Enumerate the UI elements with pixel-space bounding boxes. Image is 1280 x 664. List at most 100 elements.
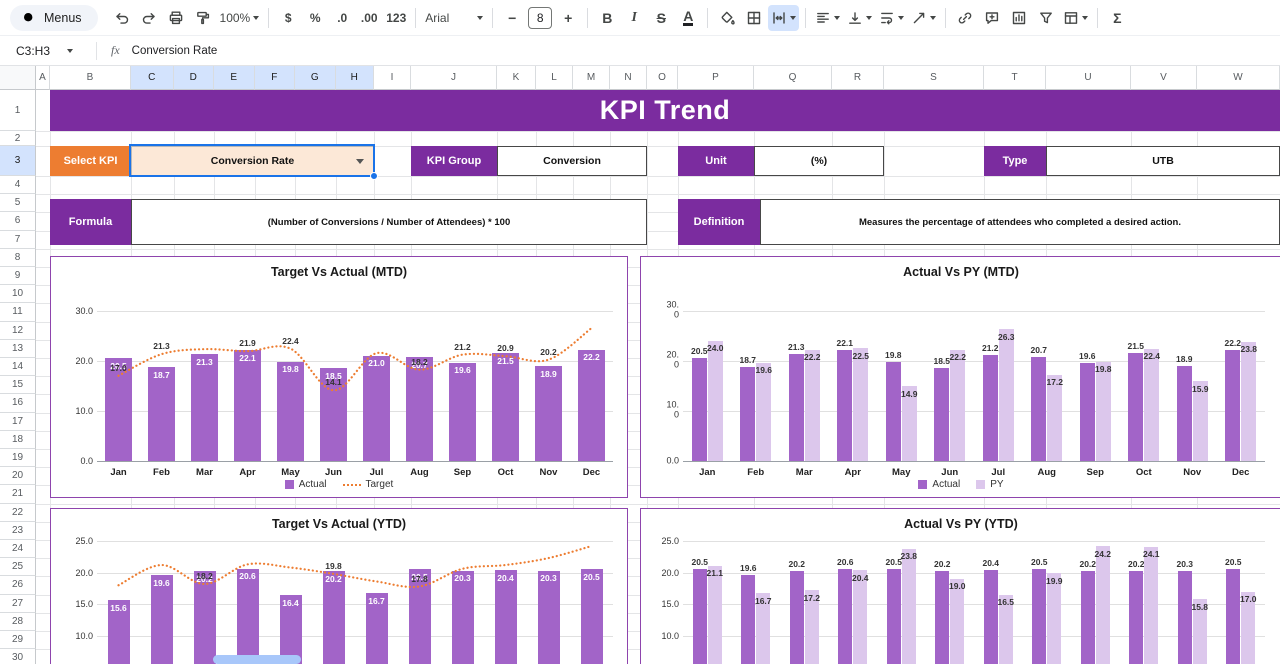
fill-handle[interactable]: [370, 172, 378, 180]
column-header-Q[interactable]: Q: [754, 66, 832, 90]
row-header-9[interactable]: 9: [0, 267, 36, 286]
formula-label-cell[interactable]: Formula: [50, 199, 131, 245]
row-header-18[interactable]: 18: [0, 430, 36, 449]
insert-comment-button[interactable]: [979, 5, 1005, 31]
row-header-21[interactable]: 21: [0, 485, 36, 504]
row-header-11[interactable]: 11: [0, 303, 36, 322]
row-header-19[interactable]: 19: [0, 449, 36, 468]
row-header-10[interactable]: 10: [0, 285, 36, 304]
kpi-group-label-cell[interactable]: KPI Group: [411, 146, 497, 176]
column-header-S[interactable]: S: [884, 66, 984, 90]
row-header-24[interactable]: 24: [0, 540, 36, 559]
kpi-dropdown[interactable]: Conversion Rate: [131, 146, 374, 176]
undo-button[interactable]: [109, 5, 135, 31]
column-header-G[interactable]: G: [295, 66, 336, 90]
strikethrough-button[interactable]: S: [648, 5, 674, 31]
formula-value-cell[interactable]: (Number of Conversions / Number of Atten…: [131, 199, 647, 245]
text-rotation-button[interactable]: [908, 5, 939, 31]
create-filter-button[interactable]: [1033, 5, 1059, 31]
kpi-group-value-cell[interactable]: Conversion: [497, 146, 647, 176]
row-header-20[interactable]: 20: [0, 467, 36, 486]
row-header-29[interactable]: 29: [0, 631, 36, 650]
insert-chart-button[interactable]: [1006, 5, 1032, 31]
column-header-U[interactable]: U: [1046, 66, 1131, 90]
definition-value-cell[interactable]: Measures the percentage of attendees who…: [760, 199, 1280, 245]
increase-font-size-button[interactable]: +: [555, 5, 581, 31]
row-header-25[interactable]: 25: [0, 558, 36, 577]
menus-button[interactable]: Menus: [10, 4, 98, 31]
chart-target-vs-actual-ytd[interactable]: Target Vs Actual (YTD) 10.0 15.0 20.0 25.0 15…: [50, 508, 628, 664]
row-header-5[interactable]: 5: [0, 194, 36, 213]
text-color-button[interactable]: A: [675, 5, 701, 31]
font-size-input[interactable]: 8: [528, 6, 553, 29]
decrease-decimal-button[interactable]: .0: [329, 5, 355, 31]
vertical-align-button[interactable]: [844, 5, 875, 31]
chart-actual-vs-py-mtd[interactable]: Actual Vs PY (MTD) 0.0 10.0 20.0 30.0 20.5 24.…: [640, 256, 1280, 498]
format-percent-button[interactable]: %: [302, 5, 328, 31]
increase-decimal-button[interactable]: .00: [356, 5, 382, 31]
row-header-27[interactable]: 27: [0, 594, 36, 613]
table-views-button[interactable]: [1060, 5, 1091, 31]
select-all-corner[interactable]: [0, 66, 36, 90]
redo-button[interactable]: [136, 5, 162, 31]
formula-input[interactable]: Conversion Rate: [131, 44, 218, 57]
dropdown-caret-icon[interactable]: [356, 159, 364, 164]
column-header-B[interactable]: B: [50, 66, 131, 90]
horizontal-align-button[interactable]: [812, 5, 843, 31]
banner-cell[interactable]: KPI Trend: [50, 90, 1280, 131]
column-header-M[interactable]: M: [573, 66, 610, 90]
chart-target-vs-actual-mtd[interactable]: Target Vs Actual (MTD) 0.0 10.0 20.0 30.0 20.…: [50, 256, 628, 498]
unit-label-cell[interactable]: Unit: [678, 146, 754, 176]
row-header-28[interactable]: 28: [0, 612, 36, 631]
column-header-P[interactable]: P: [678, 66, 754, 90]
row-header-14[interactable]: 14: [0, 358, 36, 377]
column-header-D[interactable]: D: [173, 66, 214, 90]
scrollbar-thumb[interactable]: [213, 655, 301, 664]
column-header-A[interactable]: A: [36, 66, 50, 90]
column-header-H[interactable]: H: [335, 66, 374, 90]
italic-button[interactable]: I: [621, 5, 647, 31]
merge-cells-button[interactable]: [768, 4, 800, 31]
text-wrap-button[interactable]: [876, 5, 907, 31]
row-header-4[interactable]: 4: [0, 176, 36, 195]
column-header-K[interactable]: K: [497, 66, 536, 90]
type-value-cell[interactable]: UTB: [1046, 146, 1280, 176]
column-header-L[interactable]: L: [536, 66, 573, 90]
chart-actual-vs-py-ytd[interactable]: Actual Vs PY (YTD) 10.0 15.0 20.0 25.0 20.5 21…: [640, 508, 1280, 664]
row-header-13[interactable]: 13: [0, 339, 36, 358]
format-currency-button[interactable]: $: [275, 5, 301, 31]
column-header-R[interactable]: R: [832, 66, 884, 90]
row-header-3[interactable]: 3: [0, 146, 36, 176]
row-header-7[interactable]: 7: [0, 230, 36, 249]
column-header-F[interactable]: F: [254, 66, 295, 90]
zoom-button[interactable]: 100%: [217, 5, 263, 31]
column-header-E[interactable]: E: [214, 66, 255, 90]
definition-label-cell[interactable]: Definition: [678, 199, 760, 245]
row-header-8[interactable]: 8: [0, 248, 36, 267]
fill-color-button[interactable]: [714, 5, 740, 31]
bold-button[interactable]: B: [594, 5, 620, 31]
row-header-16[interactable]: 16: [0, 394, 36, 413]
row-header-1[interactable]: 1: [0, 90, 36, 131]
row-header-12[interactable]: 12: [0, 321, 36, 340]
row-header-17[interactable]: 17: [0, 412, 36, 431]
row-header-22[interactable]: 22: [0, 503, 36, 522]
decrease-font-size-button[interactable]: −: [499, 5, 525, 31]
font-family-selector[interactable]: Arial: [422, 5, 486, 31]
print-button[interactable]: [163, 5, 189, 31]
column-header-C[interactable]: C: [131, 66, 174, 90]
insert-link-button[interactable]: [952, 5, 978, 31]
borders-button[interactable]: [741, 5, 767, 31]
row-header-6[interactable]: 6: [0, 212, 36, 231]
column-header-N[interactable]: N: [610, 66, 647, 90]
row-header-30[interactable]: 30: [0, 649, 36, 664]
type-label-cell[interactable]: Type: [984, 146, 1046, 176]
column-header-O[interactable]: O: [647, 66, 678, 90]
paint-format-button[interactable]: [190, 5, 216, 31]
row-header-15[interactable]: 15: [0, 376, 36, 395]
functions-button[interactable]: Σ: [1104, 5, 1130, 31]
column-header-J[interactable]: J: [411, 66, 497, 90]
unit-value-cell[interactable]: (%): [754, 146, 884, 176]
column-header-W[interactable]: W: [1197, 66, 1280, 90]
row-header-23[interactable]: 23: [0, 521, 36, 540]
